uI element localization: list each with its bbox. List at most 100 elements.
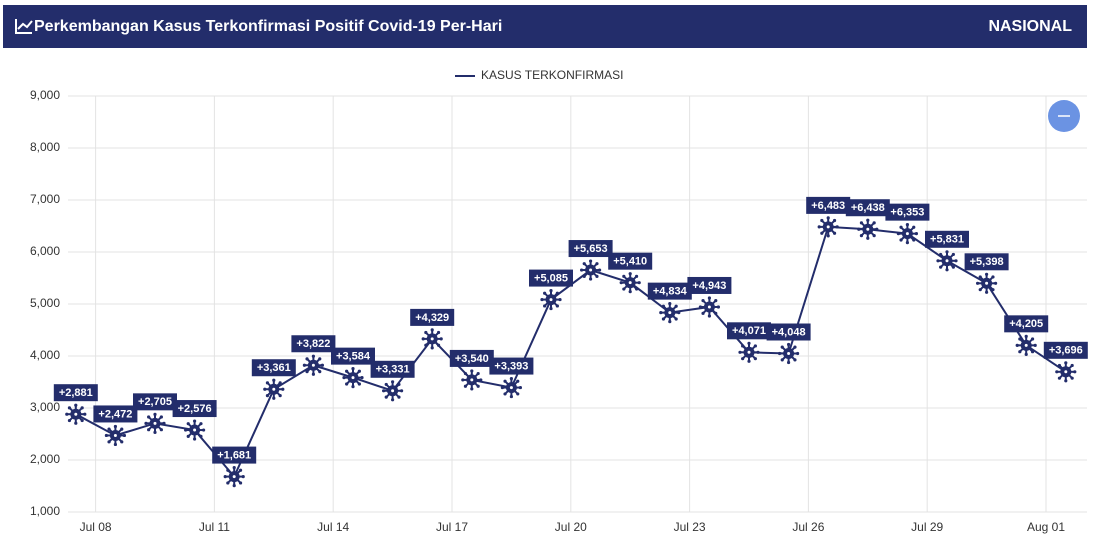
data-label: +6,438 bbox=[851, 202, 885, 214]
virus-spike-tip bbox=[107, 440, 111, 444]
data-label: +4,834 bbox=[653, 286, 688, 298]
virus-spike-tip bbox=[912, 225, 916, 229]
virus-spike-tip bbox=[914, 232, 918, 236]
virus-spike-tip bbox=[1064, 379, 1068, 383]
x-tick-label: Jul 23 bbox=[674, 520, 706, 534]
virus-marker bbox=[302, 354, 324, 376]
virus-spike-tip bbox=[470, 387, 474, 391]
virus-spike-tip bbox=[637, 281, 641, 285]
virus-spike-tip bbox=[345, 369, 349, 373]
virus-spike-tip bbox=[905, 241, 909, 245]
virus-spike-tip bbox=[936, 259, 940, 263]
virus-spike-tip bbox=[1024, 352, 1028, 356]
header-title: Perkembangan Kasus Terkonfirmasi Positif… bbox=[34, 18, 502, 35]
y-tick-label: 5,000 bbox=[30, 296, 60, 310]
virus-spike-tip bbox=[65, 412, 69, 416]
virus-marker bbox=[857, 218, 879, 240]
virus-spike-tip bbox=[549, 306, 553, 311]
virus-spike-tip bbox=[74, 421, 78, 425]
virus-spike-tip bbox=[265, 393, 270, 398]
virus-dot bbox=[272, 387, 276, 391]
virus-spike-tip bbox=[461, 378, 465, 382]
virus-spike-tip bbox=[668, 320, 672, 324]
data-label-box bbox=[529, 269, 573, 287]
virus-spike-tip bbox=[391, 380, 395, 384]
virus-dot bbox=[668, 311, 672, 315]
virus-spike-tip bbox=[674, 317, 678, 321]
virus-marker bbox=[540, 288, 562, 311]
virus-spike-tip bbox=[756, 350, 760, 354]
virus-spike-tip bbox=[397, 395, 401, 399]
virus-spike-tip bbox=[263, 387, 267, 391]
virus-dot bbox=[985, 281, 989, 285]
data-label-box bbox=[53, 384, 98, 402]
x-tick-label: Jul 26 bbox=[792, 520, 824, 534]
virus-spike-tip bbox=[391, 398, 395, 402]
virus-spike-tip bbox=[384, 395, 388, 399]
virus-spike-tip bbox=[67, 418, 72, 423]
data-label: +4,329 bbox=[415, 312, 449, 324]
virus-spike-tip bbox=[1030, 350, 1035, 354]
virus-spike-tip bbox=[360, 376, 364, 380]
virus-spike-tip bbox=[80, 406, 84, 410]
virus-spike-tip bbox=[223, 474, 227, 479]
virus-spike-tip bbox=[793, 345, 797, 349]
virus-marker bbox=[896, 223, 918, 245]
data-label: +5,410 bbox=[613, 256, 647, 268]
virus-marker bbox=[342, 367, 364, 389]
virus-spike-tip bbox=[159, 415, 163, 419]
virus-spike-tip bbox=[232, 483, 236, 488]
virus-spike-tip bbox=[598, 268, 602, 272]
virus-marker bbox=[976, 272, 998, 294]
data-label-box bbox=[133, 393, 177, 411]
data-label: +4,048 bbox=[772, 326, 806, 338]
virus-spike-tip bbox=[516, 379, 520, 383]
virus-spike-tip bbox=[320, 363, 324, 367]
virus-spike-tip bbox=[80, 418, 84, 423]
data-label: +6,483 bbox=[811, 200, 845, 212]
data-label: +1,681 bbox=[217, 449, 251, 461]
virus-dot bbox=[430, 337, 434, 341]
virus-spike-tip bbox=[994, 281, 998, 285]
virus-spike-tip bbox=[741, 357, 745, 361]
data-label: +4,071 bbox=[732, 325, 766, 337]
virus-spike-tip bbox=[1030, 337, 1035, 341]
virus-spike-tip bbox=[144, 421, 148, 425]
virus-spike-tip bbox=[945, 250, 949, 254]
virus-spike-tip bbox=[238, 481, 243, 485]
virus-marker bbox=[421, 328, 443, 350]
virus-spike-tip bbox=[1033, 343, 1037, 347]
virus-dot bbox=[509, 386, 513, 390]
virus-spike-tip bbox=[272, 378, 276, 382]
virus-spike-tip bbox=[872, 233, 876, 238]
data-label: +2,576 bbox=[178, 403, 212, 415]
virus-spike-tip bbox=[668, 302, 672, 306]
y-tick-label: 6,000 bbox=[30, 244, 60, 258]
virus-spike-tip bbox=[677, 311, 681, 315]
legend-label: KASUS TERKONFIRMASI bbox=[481, 68, 623, 82]
virus-spike-tip bbox=[1070, 376, 1074, 380]
virus-spike-tip bbox=[1070, 363, 1074, 368]
virus-spike-tip bbox=[278, 381, 282, 385]
y-tick-label: 1,000 bbox=[30, 504, 60, 518]
virus-spike-tip bbox=[311, 372, 315, 376]
virus-spike-tip bbox=[265, 381, 270, 385]
virus-spike-tip bbox=[820, 231, 824, 235]
data-label-box bbox=[766, 323, 811, 341]
data-label: +2,705 bbox=[138, 396, 172, 408]
virus-spike-tip bbox=[1073, 370, 1077, 374]
x-tick-label: Jul 29 bbox=[911, 520, 943, 534]
virus-spike-tip bbox=[628, 272, 632, 276]
data-label: +2,881 bbox=[59, 387, 93, 399]
virus-spike-tip bbox=[787, 360, 791, 365]
virus-spike-tip bbox=[107, 427, 111, 431]
data-label-box bbox=[727, 322, 771, 340]
virus-spike-tip bbox=[430, 346, 434, 350]
virus-dot bbox=[589, 268, 593, 272]
virus-spike-tip bbox=[978, 275, 982, 279]
zoom-button[interactable] bbox=[1048, 100, 1080, 132]
data-label-box bbox=[1043, 341, 1088, 359]
virus-dot bbox=[193, 428, 197, 432]
x-tick-label: Aug 01 bbox=[1027, 520, 1065, 534]
